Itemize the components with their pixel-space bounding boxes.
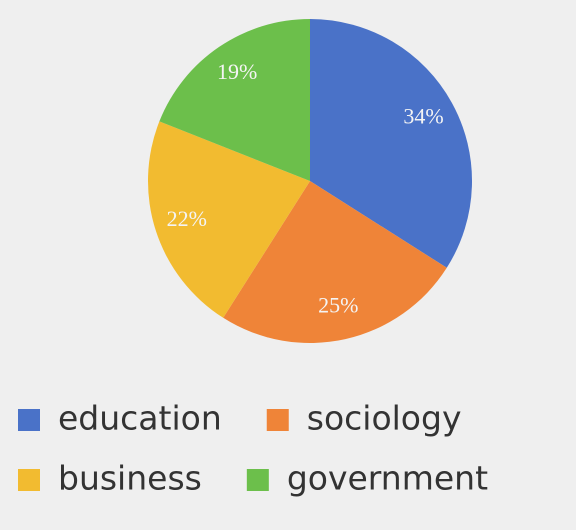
legend-swatch bbox=[18, 469, 40, 491]
legend-label: sociology bbox=[307, 399, 462, 438]
data-label: 22% bbox=[167, 206, 207, 231]
data-label: 25% bbox=[318, 293, 358, 318]
data-label: 19% bbox=[217, 59, 257, 84]
legend-label: education bbox=[58, 399, 222, 438]
pie-slice bbox=[147, 121, 310, 318]
legend-swatch bbox=[18, 409, 40, 431]
legend-label: government bbox=[287, 459, 488, 498]
pie-slice bbox=[310, 19, 472, 268]
pie-slice bbox=[159, 19, 310, 181]
data-label: 34% bbox=[403, 104, 443, 129]
legend-label: business bbox=[58, 459, 202, 498]
legend-swatch bbox=[266, 409, 289, 431]
legend-swatch bbox=[246, 469, 269, 491]
pie-slice bbox=[223, 181, 447, 344]
